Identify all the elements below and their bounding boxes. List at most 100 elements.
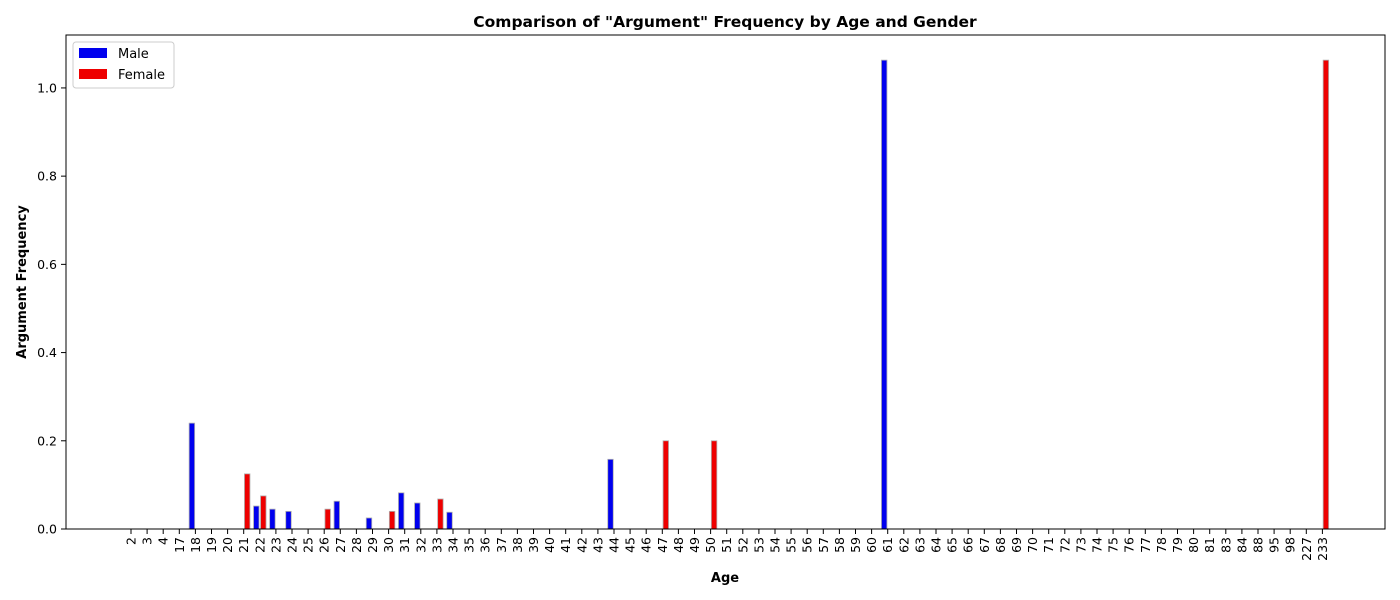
x-tick-label: 24 — [285, 537, 300, 553]
x-tick-label: 48 — [671, 537, 686, 553]
x-tick-label: 32 — [413, 537, 428, 553]
x-tick-label: 23 — [268, 537, 283, 553]
x-axis-title: Age — [711, 571, 739, 586]
x-tick-label: 47 — [655, 537, 670, 553]
x-tick-label: 2 — [124, 537, 139, 545]
bar-female-age-233 — [1322, 59, 1330, 530]
bar-male-age-61 — [881, 59, 888, 530]
x-tick-label: 22 — [252, 537, 267, 553]
x-tick-label: 45 — [623, 537, 638, 553]
x-tick-label: 17 — [172, 537, 187, 553]
plot-frame — [65, 34, 1386, 530]
x-tick-label: 41 — [558, 537, 573, 553]
legend-swatch-female — [79, 69, 107, 79]
x-tick-label: 61 — [880, 537, 895, 553]
x-tick-label: 29 — [365, 537, 380, 553]
y-axis: 0.0 0.2 0.4 0.6 0.8 1.0 — [37, 80, 66, 537]
x-tick-label: 18 — [188, 537, 203, 553]
bar-female-age-30 — [388, 510, 396, 530]
x-tick-label: 21 — [236, 537, 251, 553]
legend-swatch-male — [79, 48, 107, 58]
y-tick-label: 0.2 — [37, 433, 57, 448]
x-tick-label: 59 — [848, 537, 863, 553]
bar-male-age-18 — [188, 422, 196, 530]
x-tick-label: 73 — [1073, 537, 1088, 553]
x-tick-label: 227 — [1299, 537, 1314, 561]
x-tick-label: 3 — [140, 537, 155, 545]
y-tick-label: 0.4 — [37, 345, 57, 360]
x-tick-label: 67 — [977, 537, 992, 553]
y-tick-label: 0.8 — [37, 169, 57, 184]
x-tick-label: 36 — [478, 537, 493, 553]
bar-female-age-47 — [662, 440, 669, 530]
x-tick-label: 51 — [719, 537, 734, 553]
x-tick-label: 38 — [510, 537, 525, 553]
x-tick-label: 31 — [397, 537, 412, 553]
bar-female-age-21 — [244, 473, 251, 530]
x-tick-label: 68 — [993, 537, 1008, 553]
x-tick-label: 79 — [1170, 537, 1185, 553]
x-tick-label: 69 — [1009, 537, 1024, 553]
y-axis-title: Argument Frequency — [15, 205, 30, 359]
bar-male-age-22 — [253, 505, 260, 530]
x-tick-label: 84 — [1234, 537, 1249, 553]
bar-male-age-29 — [365, 517, 373, 530]
y-tick-label: 0.0 — [37, 522, 57, 537]
x-tick-label: 26 — [317, 537, 332, 553]
x-tick-label: 76 — [1122, 537, 1137, 553]
x-tick-label: 52 — [735, 537, 750, 553]
y-tick-label: 0.6 — [37, 257, 57, 272]
x-tick-label: 62 — [896, 537, 911, 553]
x-tick-label: 19 — [204, 537, 219, 553]
x-tick-label: 70 — [1025, 537, 1040, 553]
x-tick-label: 75 — [1106, 537, 1121, 553]
legend: Male Female — [72, 41, 175, 89]
bar-male-age-32 — [414, 502, 421, 530]
bar-female-age-26 — [324, 508, 331, 530]
bar-female-age-50 — [710, 440, 718, 530]
x-tick-label: 71 — [1041, 537, 1056, 553]
x-tick-label: 50 — [703, 537, 718, 553]
x-tick-label: 54 — [768, 537, 783, 553]
x-tick-label: 28 — [349, 537, 364, 553]
x-tick-label: 34 — [446, 537, 461, 553]
x-tick-label: 95 — [1267, 537, 1282, 553]
x-tick-label: 46 — [639, 537, 654, 553]
bar-male-age-34 — [446, 511, 453, 530]
x-tick-label: 77 — [1138, 537, 1153, 553]
x-tick-label: 35 — [462, 537, 477, 553]
x-tick-label: 56 — [800, 537, 815, 553]
x-axis: 2 3 4 17 18 19 20 21 22 23 24 25 26 27 28 29 30 31 32 33 34 3… — [124, 529, 1330, 561]
x-tick-label: 66 — [961, 537, 976, 553]
bar-male-age-24 — [285, 510, 292, 530]
x-tick-label: 49 — [687, 537, 702, 553]
bar-male-age-31 — [398, 492, 405, 530]
x-tick-label: 44 — [607, 537, 622, 553]
x-tick-label: 88 — [1251, 537, 1266, 553]
x-tick-label: 33 — [429, 537, 444, 553]
legend-label-female: Female — [118, 68, 165, 83]
x-tick-label: 42 — [574, 537, 589, 553]
x-tick-label: 40 — [542, 537, 557, 553]
x-tick-label: 233 — [1315, 537, 1330, 561]
bar-female-age-22 — [260, 495, 267, 530]
x-tick-label: 72 — [1057, 537, 1072, 553]
x-tick-label: 81 — [1202, 537, 1217, 553]
x-tick-label: 74 — [1090, 537, 1105, 553]
x-tick-label: 43 — [590, 537, 605, 553]
x-tick-label: 25 — [301, 537, 316, 553]
x-tick-label: 55 — [784, 537, 799, 553]
x-tick-label: 27 — [333, 537, 348, 553]
x-tick-label: 37 — [494, 537, 509, 553]
x-tick-label: 20 — [220, 537, 235, 553]
x-tick-label: 60 — [864, 537, 879, 553]
x-tick-label: 58 — [832, 537, 847, 553]
legend-label-male: Male — [118, 47, 149, 62]
x-tick-label: 57 — [816, 537, 831, 553]
bar-male-age-23 — [269, 508, 276, 530]
y-tick-label: 1.0 — [37, 80, 57, 95]
x-tick-label: 63 — [912, 537, 927, 553]
x-tick-label: 65 — [945, 537, 960, 553]
x-tick-label: 78 — [1154, 537, 1169, 553]
